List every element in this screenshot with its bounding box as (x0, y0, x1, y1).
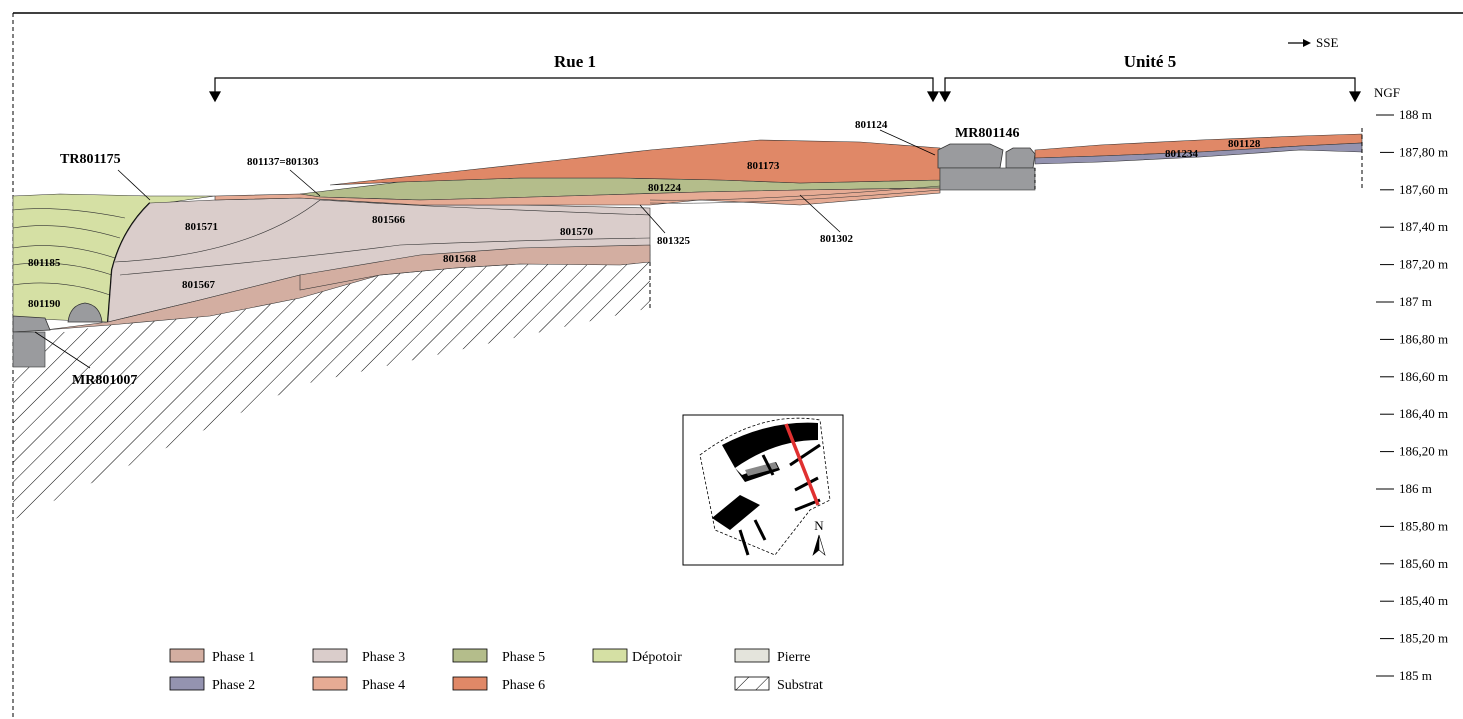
legend-swatch-phase5 (452, 648, 488, 663)
scale-tick-label: 187,40 m (1399, 219, 1448, 234)
label-801302: 801302 (820, 233, 854, 245)
inset-section-line (784, 423, 820, 506)
legend-swatch-pierre (734, 648, 770, 663)
legend-label-phase1: Phase 1 (212, 650, 255, 665)
section-label-rue: Rue 1 (554, 52, 596, 71)
scale-ticks: 188 m 187,80 m 187,60 m 187,40 m 187,20 m 187… (1376, 107, 1448, 683)
scale-tick-label: 186,20 m (1399, 444, 1448, 459)
wall-mr801146-base (939, 167, 1036, 191)
phase3-internal-lines (114, 199, 651, 276)
wall-mr801007 (12, 331, 46, 368)
legend-label-substrat: Substrat (777, 678, 823, 693)
scale-tick-label: 186,40 m (1399, 406, 1448, 421)
scale-tick-label: 187,60 m (1399, 182, 1448, 197)
legend-label-pierre: Pierre (777, 650, 810, 665)
label-801124: 801124 (855, 119, 888, 131)
stone-mr801146-a (937, 143, 1004, 169)
legend-swatch-phase3 (312, 648, 348, 663)
inset-outline (699, 417, 831, 556)
section-label-unite: Unité 5 (1124, 52, 1176, 71)
label-mr801007: MR801007 (72, 373, 137, 388)
rue-bracket (208, 77, 940, 103)
layer-phase6 (329, 139, 941, 186)
stone-mr801146-b (1005, 147, 1036, 169)
legend-swatch-phase2 (169, 676, 205, 691)
label-801128: 801128 (1228, 138, 1261, 150)
label-801567: 801567 (182, 279, 216, 291)
inset-building-north (722, 422, 818, 468)
scale-unit-label: NGF (1374, 85, 1400, 100)
phase4-contour-lines (649, 185, 941, 204)
legend-label-phase2: Phase 2 (212, 678, 255, 693)
inset-north-label: N (814, 518, 824, 533)
legend-label-phase4: Phase 4 (362, 678, 405, 693)
stone-801190 (67, 302, 103, 323)
scale-tick-label: 187 m (1399, 294, 1432, 309)
legend-swatch-depotoir (592, 648, 628, 663)
scale-tick-label: 186 m (1399, 481, 1432, 496)
legend-label-phase5: Phase 5 (502, 650, 545, 665)
scale-tick-label: 185,20 m (1399, 631, 1448, 646)
label-tr801175: TR801175 (60, 152, 121, 167)
scale-tick-label: 186,60 m (1399, 369, 1448, 384)
scale-tick-label: 187,20 m (1399, 257, 1448, 272)
scale-tick-label: 185,40 m (1399, 593, 1448, 608)
unite-bracket (938, 77, 1362, 103)
legend-swatch-phase6 (452, 676, 488, 691)
inset-map: N (682, 414, 844, 566)
substrat-area (13, 258, 650, 520)
legend-label-phase6: Phase 6 (502, 678, 545, 693)
scale-tick-label: 188 m (1399, 107, 1432, 122)
label-801190: 801190 (28, 298, 61, 310)
inset-building-south (712, 495, 760, 530)
scale-tick-label: 186,80 m (1399, 331, 1448, 346)
direction-arrow-icon (1288, 39, 1311, 47)
direction-label: SSE (1316, 35, 1338, 50)
leader-lines (34, 129, 936, 369)
label-801234: 801234 (1165, 148, 1199, 160)
depotoir-contour-lines (12, 208, 126, 296)
label-801568: 801568 (443, 253, 477, 265)
scale-tick-label: 185 m (1399, 668, 1432, 683)
layer-phase4 (214, 187, 941, 206)
label-801224: 801224 (648, 182, 682, 194)
north-arrow-icon-right (818, 534, 826, 556)
legend: Phase 1 Phase 3 Phase 5 Dépotoir Pierre … (169, 648, 823, 693)
legend-label-phase3: Phase 3 (362, 650, 405, 665)
legend-label-depotoir: Dépotoir (632, 650, 682, 665)
scale-tick-label: 187,80 m (1399, 144, 1448, 159)
scale-tick-label: 185,60 m (1399, 556, 1448, 571)
label-801173: 801173 (747, 160, 780, 172)
label-801571: 801571 (185, 221, 218, 233)
legend-swatch-phase1 (169, 648, 205, 663)
layer-801568 (299, 244, 651, 291)
label-801325: 801325 (657, 235, 691, 247)
label-801137: 801137=801303 (247, 156, 319, 168)
label-801566: 801566 (372, 214, 406, 226)
scale-tick-label: 185,80 m (1399, 518, 1448, 533)
stone-mr801007-top (12, 315, 51, 333)
label-mr801146: MR801146 (955, 126, 1020, 141)
label-801570: 801570 (560, 226, 594, 238)
legend-swatch-substrat (734, 676, 770, 691)
legend-swatch-phase4 (312, 676, 348, 691)
label-801185: 801185 (28, 257, 61, 269)
